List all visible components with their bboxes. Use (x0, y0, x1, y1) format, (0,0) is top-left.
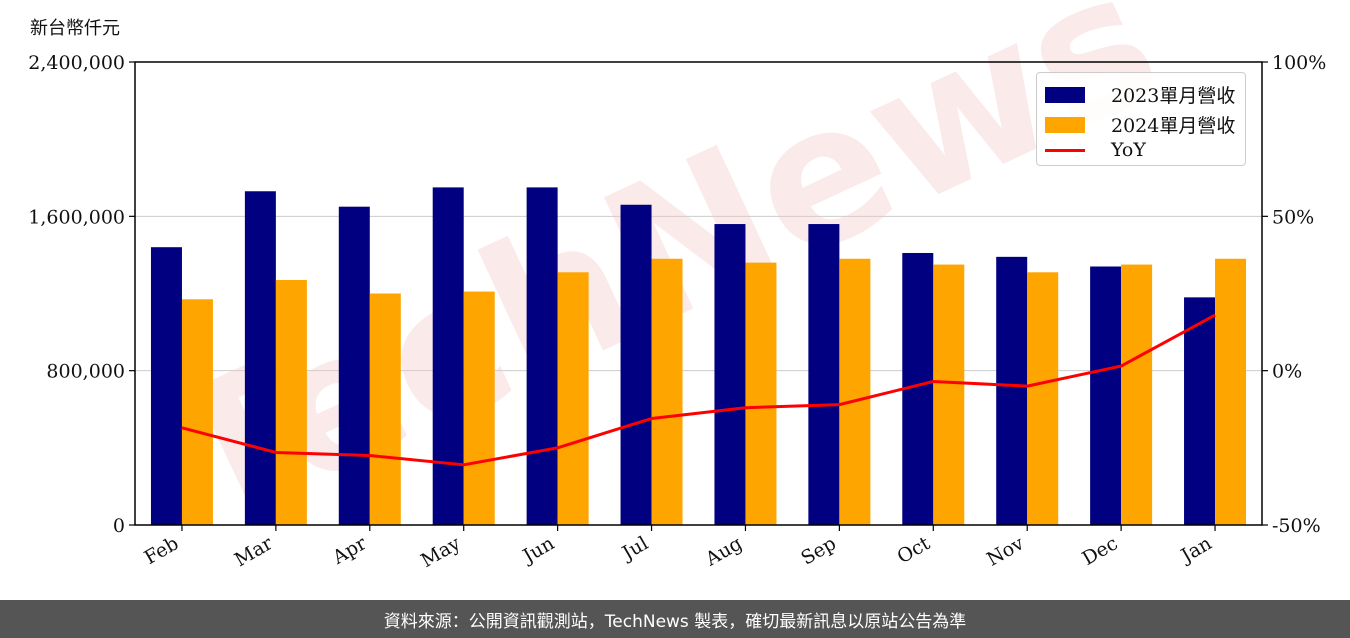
legend-line-yoy (1045, 148, 1085, 152)
x-tick-label-jun: Jun (518, 532, 559, 568)
y2-tick-label: 50% (1272, 206, 1314, 228)
x-tick-label-nov: Nov (983, 532, 1028, 571)
bar-2024-mar (275, 279, 307, 525)
legend: 2023單月營收 2024單月營收 YoY (1036, 72, 1246, 166)
y-tick-label: 800,000 (46, 361, 125, 383)
x-tick-label-sep: Sep (797, 532, 840, 569)
bar-2024-apr (369, 293, 401, 525)
y-tick-label: 0 (113, 515, 125, 537)
revenue-chart: TechNews 0800,0001,600,0002,400,000-50%0… (28, 0, 1326, 574)
legend-label-2023: 2023單月營收 (1111, 85, 1236, 107)
legend-item-yoy: YoY (1045, 139, 1146, 161)
bar-2024-may (463, 291, 495, 525)
x-tick-label-oct: Oct (893, 532, 934, 568)
bar-2024-jun (557, 272, 589, 525)
yoy-line-layer (181, 313, 1216, 467)
bar-2023-feb (150, 247, 182, 525)
bar-2023-nov (996, 256, 1028, 525)
x-tick-label-jan: Jan (1176, 532, 1216, 568)
bar-2023-sep (808, 224, 840, 526)
x-tick-label-apr: Apr (328, 532, 371, 569)
plot-frame (134, 61, 1263, 526)
y-tick-label: 2,400,000 (28, 52, 125, 74)
y2-tick-label: 100% (1272, 52, 1326, 74)
legend-swatch-2023 (1045, 86, 1085, 103)
bar-2023-apr (338, 206, 370, 525)
bar-2024-sep (839, 258, 871, 525)
source-footer: 資料來源：公開資訊觀測站，TechNews 製表，確切最新訊息以原站公告為準 (0, 600, 1350, 638)
legend-item-2023: 2023單月營收 (1045, 81, 1235, 108)
bar-2024-dec (1121, 264, 1153, 525)
y-tick-label: 1,600,000 (28, 206, 125, 228)
x-tick-label-aug: Aug (701, 532, 746, 571)
bar-2023-dec (1090, 266, 1122, 525)
bar-2023-aug (714, 224, 746, 526)
bar-2024-aug (745, 262, 777, 525)
bar-2024-jan (1215, 258, 1247, 525)
bar-2023-jun (526, 187, 558, 526)
bar-2023-jan (1184, 297, 1216, 525)
bar-2023-mar (244, 191, 276, 526)
bar-2024-oct (933, 264, 965, 525)
legend-label-2024: 2024單月營收 (1111, 115, 1236, 137)
grid-lines (135, 215, 1262, 372)
y-axis-unit-label: 新台幣仟元 (30, 18, 120, 39)
bars (150, 187, 1247, 526)
x-tick-label-feb: Feb (141, 532, 183, 569)
legend-swatch-2024 (1045, 116, 1085, 133)
x-tick-label-jul: Jul (617, 532, 652, 565)
bar-2024-jul (651, 258, 683, 525)
bar-2024-feb (181, 299, 213, 525)
yoy-line (181, 313, 1216, 467)
legend-item-2024: 2024單月營收 (1045, 111, 1235, 138)
y2-tick-label: -50% (1272, 515, 1321, 537)
x-tick-label-dec: Dec (1078, 532, 1121, 570)
y2-tick-label: 0% (1272, 361, 1302, 383)
bar-2023-jul (620, 204, 652, 525)
legend-label-yoy: YoY (1111, 139, 1146, 161)
x-tick-label-may: May (417, 532, 464, 572)
bar-2024-nov (1027, 272, 1059, 525)
bar-2023-may (432, 187, 464, 526)
axes (134, 61, 1263, 526)
